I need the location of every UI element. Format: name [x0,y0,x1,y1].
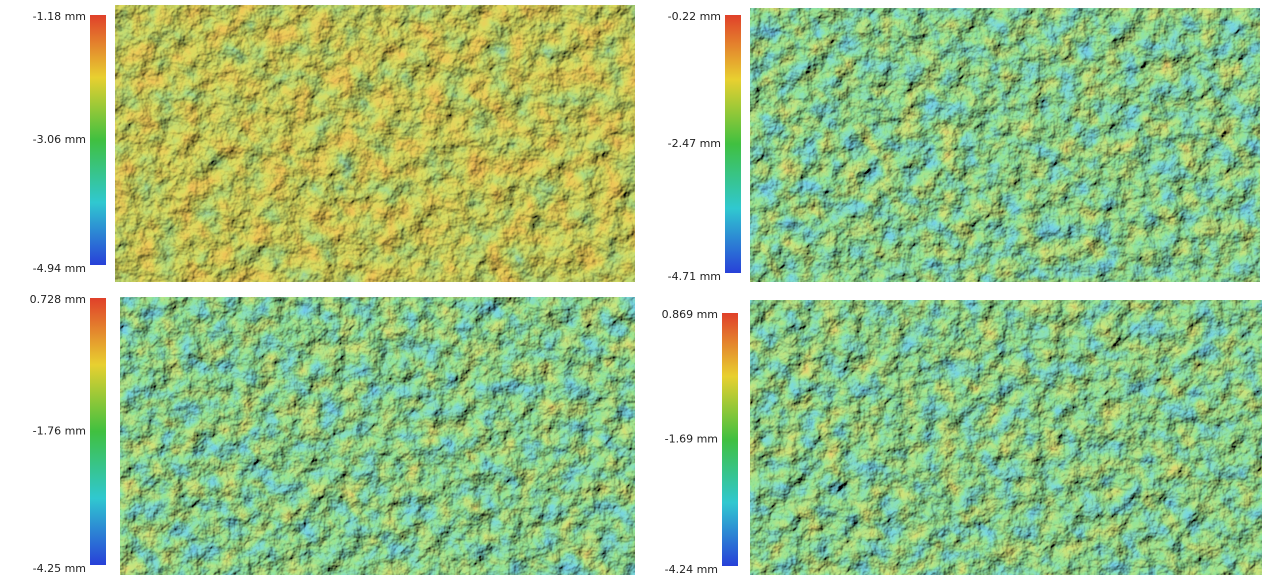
scale-mid: -3.06 mm [33,133,86,146]
height-map [120,297,635,575]
scale-min: -4.25 mm [33,562,86,575]
height-map [750,300,1262,575]
scale-max: 0.728 mm [30,293,86,306]
color-bar [90,15,106,265]
height-map [750,8,1260,282]
scale-mid: -1.69 mm [665,433,718,446]
color-bar [722,313,738,566]
scale-mid: -1.76 mm [33,425,86,438]
scale-mid: -2.47 mm [668,137,721,150]
figure: -1.18 mm -3.06 mm -4.94 mm -0.22 mm -2.47 mm… [0,0,1269,579]
scale-max: -1.18 mm [33,10,86,23]
scale-min: -4.71 mm [668,270,721,283]
color-bar [725,15,741,273]
scale-max: 0.869 mm [662,308,718,321]
scale-min: -4.94 mm [33,262,86,275]
height-map [115,5,635,282]
scale-max: -0.22 mm [668,10,721,23]
scale-min: -4.24 mm [665,563,718,576]
color-bar [90,298,106,565]
